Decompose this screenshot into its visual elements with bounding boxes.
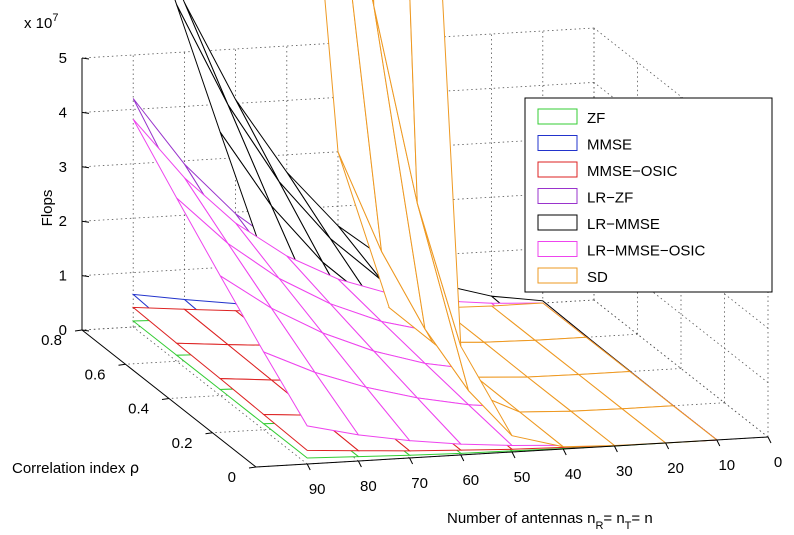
x-tick-mark <box>767 436 772 444</box>
legend-entry: LR−MMSE−OSIC <box>587 243 706 260</box>
z-tick-mark <box>81 220 90 223</box>
x-tick-mark <box>306 463 311 471</box>
z-tick-mark <box>81 57 90 60</box>
legend-swatch <box>537 214 578 231</box>
z-tick-mark <box>81 275 90 278</box>
x-tick-mark <box>460 454 465 462</box>
z-tick-label: 1 <box>59 268 67 285</box>
x-tick-mark <box>716 439 721 447</box>
z-tick-label: 4 <box>59 104 67 121</box>
y-tick-label: 0.2 <box>172 435 193 452</box>
x-tick-label: 20 <box>667 460 684 477</box>
y-tick-mark <box>205 432 213 435</box>
x-tick-mark <box>409 457 414 465</box>
z-multiplier: x 107 <box>24 12 58 32</box>
legend-entry: ZF <box>587 110 605 127</box>
surface-patch <box>373 0 418 204</box>
x-tick-label: 70 <box>411 475 428 492</box>
z-tick-mark <box>81 111 90 114</box>
legend-entry: LR−MMSE <box>587 216 660 233</box>
legend-swatch <box>537 188 578 204</box>
legend-entry: MMSE <box>587 137 632 154</box>
legend-entry: SD <box>587 269 608 286</box>
x-tick-label: 30 <box>616 463 633 480</box>
x-tick-label: 10 <box>718 457 735 474</box>
legend-swatch <box>537 108 578 125</box>
y-tick-label: 0.6 <box>85 366 106 383</box>
z-tick-mark <box>81 166 90 169</box>
x-tick-label: 80 <box>360 478 377 495</box>
surface-patch <box>132 118 229 244</box>
x-tick-label: 50 <box>514 469 531 486</box>
x-tick-label: 90 <box>309 481 326 498</box>
axes <box>74 57 772 471</box>
x-axis-label: Number of antennas nR= nT= n <box>447 510 653 532</box>
x-tick-mark <box>665 442 670 450</box>
y-tick-label: 0.8 <box>41 332 62 349</box>
legend-swatch <box>537 241 578 257</box>
x-tick-mark <box>511 451 516 459</box>
surface-patch <box>262 350 360 436</box>
y-tick-mark <box>161 398 170 400</box>
surface-patch <box>409 0 462 347</box>
z-tick-label: 0 <box>59 322 67 339</box>
legend-swatch <box>537 135 578 151</box>
x-tick-mark <box>562 448 567 456</box>
x-tick-mark <box>613 445 618 453</box>
z-tick-label: 5 <box>59 50 67 67</box>
x-tick-label: 60 <box>462 472 479 489</box>
legend: ZF MMSE MMSE−OSIC LR−ZF LR−MMSE LR−MMSE−OSIC S… <box>524 97 773 293</box>
z-tick-label: 3 <box>59 159 67 176</box>
y-tick-label: 0 <box>228 469 236 486</box>
z-axis-label: Flops <box>39 190 56 227</box>
surface-patch <box>324 0 382 252</box>
y-axis-label: Correlation index ρ <box>12 459 139 477</box>
x-tick-label: 40 <box>565 466 582 483</box>
z-tick-mark <box>81 329 90 332</box>
legend-swatch <box>537 161 578 178</box>
z-tick-label: 2 <box>59 213 67 230</box>
surfaces <box>131 0 719 459</box>
x-tick-mark <box>357 460 362 468</box>
y-tick-mark <box>74 329 83 332</box>
legend-entry: MMSE−OSIC <box>587 163 678 180</box>
grid-line <box>593 299 769 438</box>
y-tick-mark <box>248 466 257 469</box>
y-tick-label: 0.4 <box>128 401 149 418</box>
grid-line <box>132 326 308 465</box>
x-tick-label: 0 <box>774 454 782 471</box>
surface-sd <box>324 0 719 448</box>
legend-entry: LR−ZF <box>587 190 633 207</box>
legend-swatch <box>537 267 578 284</box>
y-tick-mark <box>118 363 126 366</box>
